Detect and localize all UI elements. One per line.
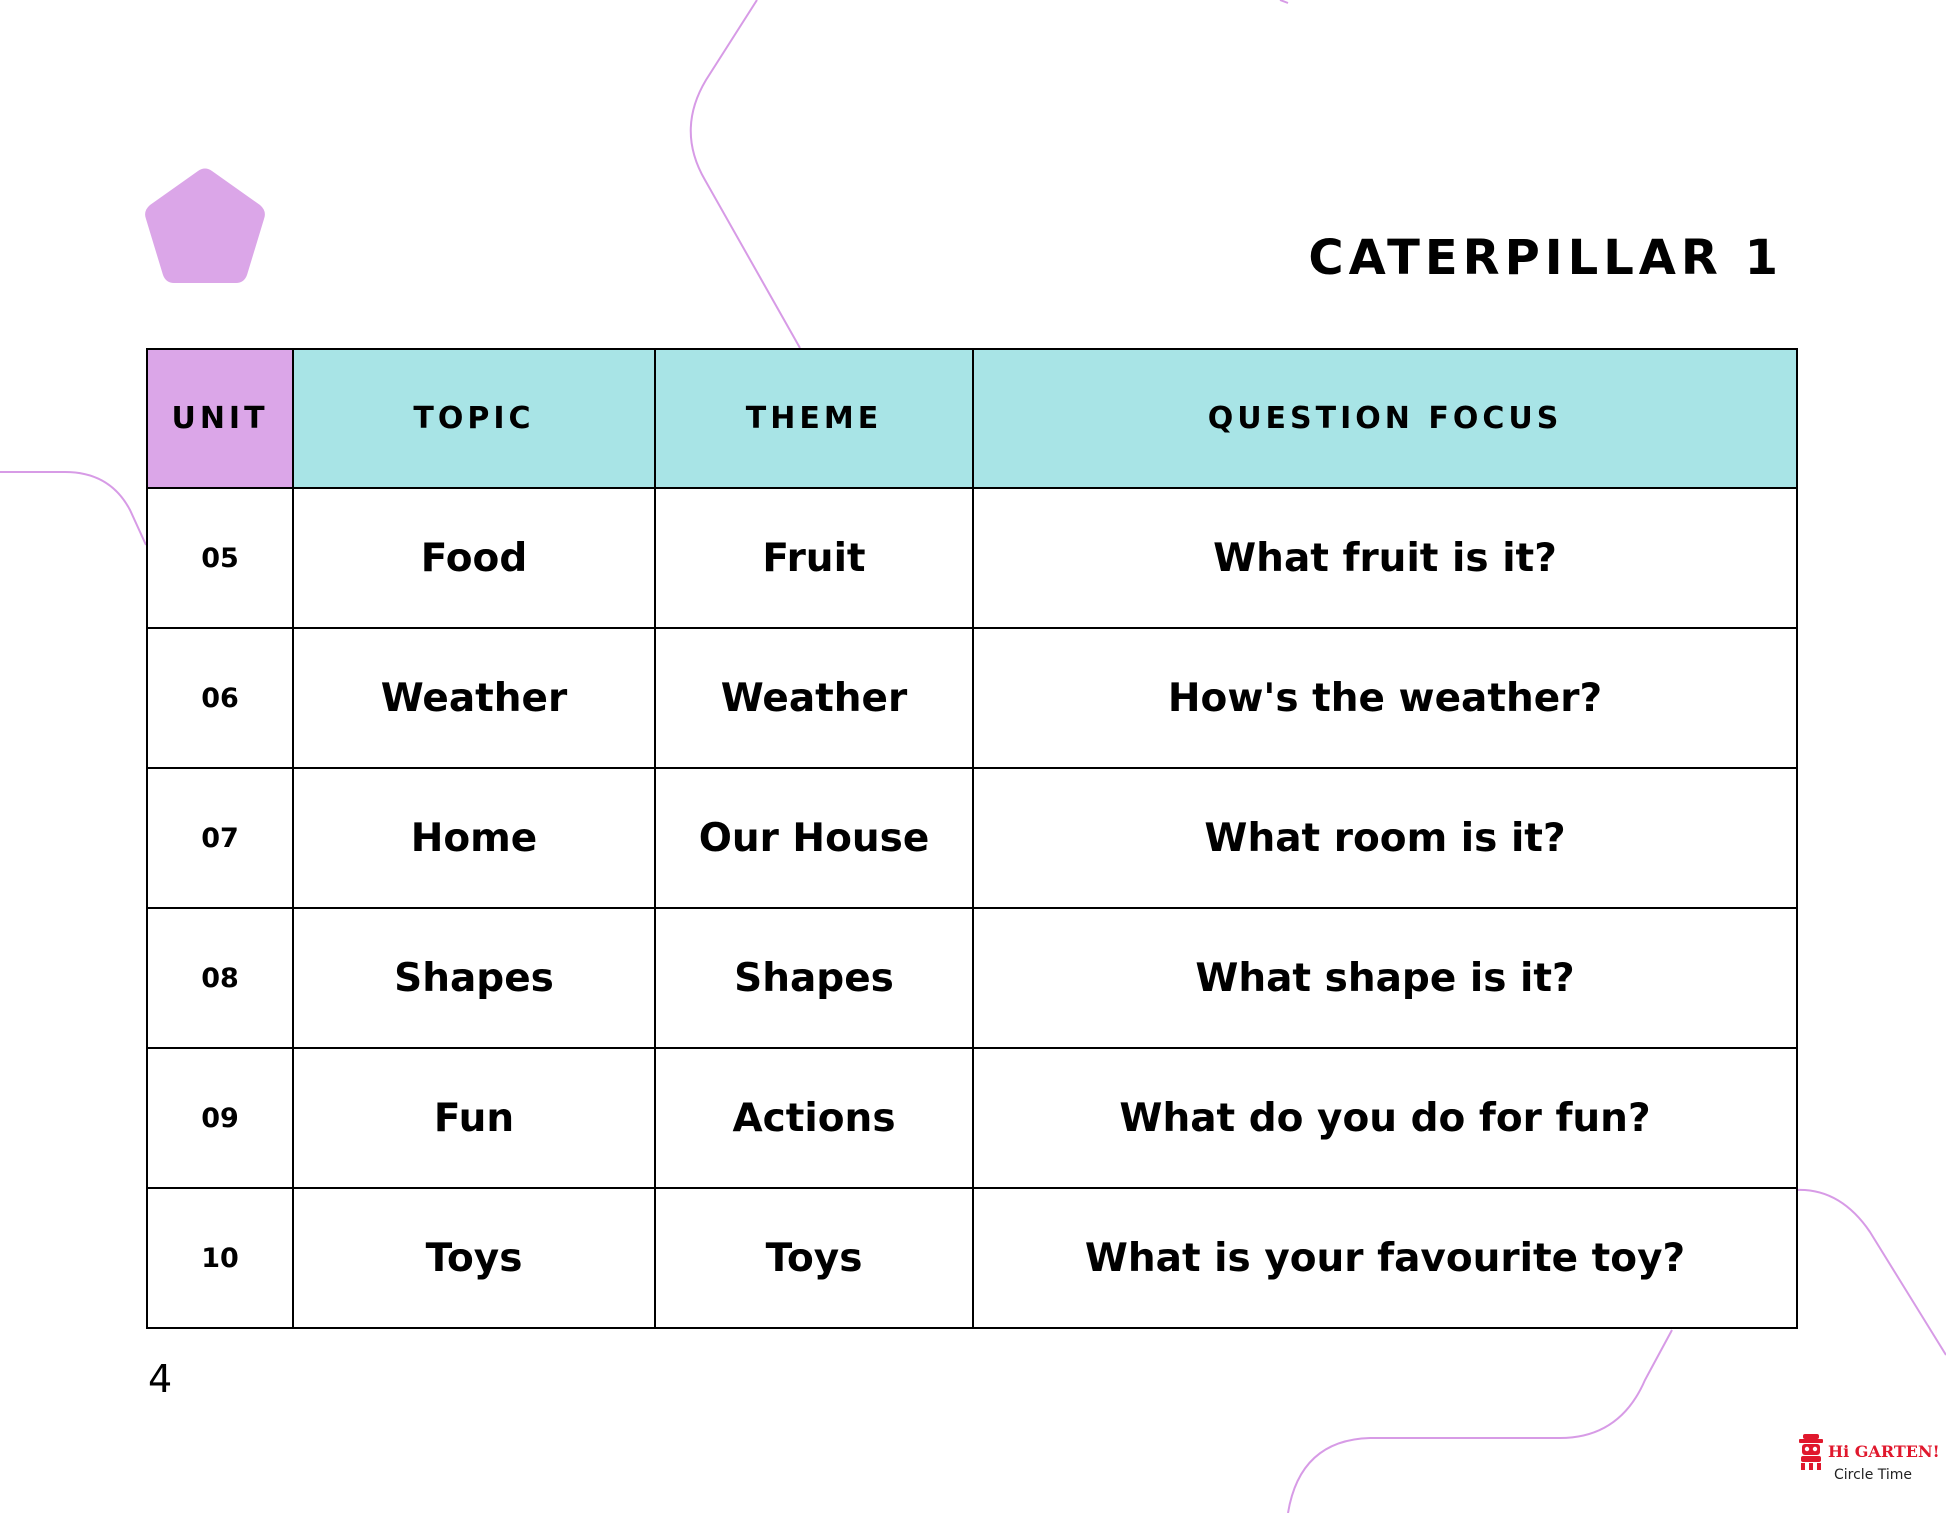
- table-header-row: UNIT TOPIC THEME QUESTION FOCUS: [146, 348, 1798, 489]
- theme-cell: Toys: [654, 1187, 974, 1329]
- topic-cell: Fun: [292, 1047, 656, 1189]
- table-row: 08 Shapes Shapes What shape is it?: [146, 907, 1798, 1049]
- table-row: 09 Fun Actions What do you do for fun?: [146, 1047, 1798, 1189]
- theme-cell: Actions: [654, 1047, 974, 1189]
- table-row: 10 Toys Toys What is your favourite toy?: [146, 1187, 1798, 1329]
- topic-cell: Toys: [292, 1187, 656, 1329]
- topic-cell: Weather: [292, 627, 656, 769]
- page-title: CATERPILLAR 1: [1308, 230, 1783, 286]
- pentagon-shape: [145, 168, 265, 283]
- question-cell: What room is it?: [972, 767, 1798, 909]
- header-theme: THEME: [654, 348, 974, 489]
- table-row: 05 Food Fruit What fruit is it?: [146, 487, 1798, 629]
- unit-cell: 07: [146, 767, 294, 909]
- topic-cell: Home: [292, 767, 656, 909]
- table-row: 06 Weather Weather How's the weather?: [146, 627, 1798, 769]
- unit-cell: 08: [146, 907, 294, 1049]
- unit-cell: 10: [146, 1187, 294, 1329]
- theme-cell: Fruit: [654, 487, 974, 629]
- hi-garten-logo: Hi GARTEN! Circle Time: [1790, 1430, 1940, 1500]
- robot-icon: [1799, 1434, 1823, 1470]
- logo-brand-text: Hi GARTEN!: [1828, 1442, 1940, 1461]
- header-unit: UNIT: [146, 348, 294, 489]
- table-row: 07 Home Our House What room is it?: [146, 767, 1798, 909]
- logo-subtitle: Circle Time: [1834, 1467, 1913, 1483]
- question-cell: What is your favourite toy?: [972, 1187, 1798, 1329]
- topic-cell: Food: [292, 487, 656, 629]
- units-table: UNIT TOPIC THEME QUESTION FOCUS 05 Food …: [146, 348, 1798, 1329]
- theme-cell: Shapes: [654, 907, 974, 1049]
- header-question-focus: QUESTION FOCUS: [972, 348, 1798, 489]
- question-cell: What shape is it?: [972, 907, 1798, 1049]
- page-number: 4: [148, 1357, 173, 1401]
- unit-cell: 09: [146, 1047, 294, 1189]
- theme-cell: Weather: [654, 627, 974, 769]
- question-cell: What fruit is it?: [972, 487, 1798, 629]
- header-topic: TOPIC: [292, 348, 656, 489]
- question-cell: How's the weather?: [972, 627, 1798, 769]
- theme-cell: Our House: [654, 767, 974, 909]
- question-cell: What do you do for fun?: [972, 1047, 1798, 1189]
- topic-cell: Shapes: [292, 907, 656, 1049]
- unit-cell: 06: [146, 627, 294, 769]
- unit-cell: 05: [146, 487, 294, 629]
